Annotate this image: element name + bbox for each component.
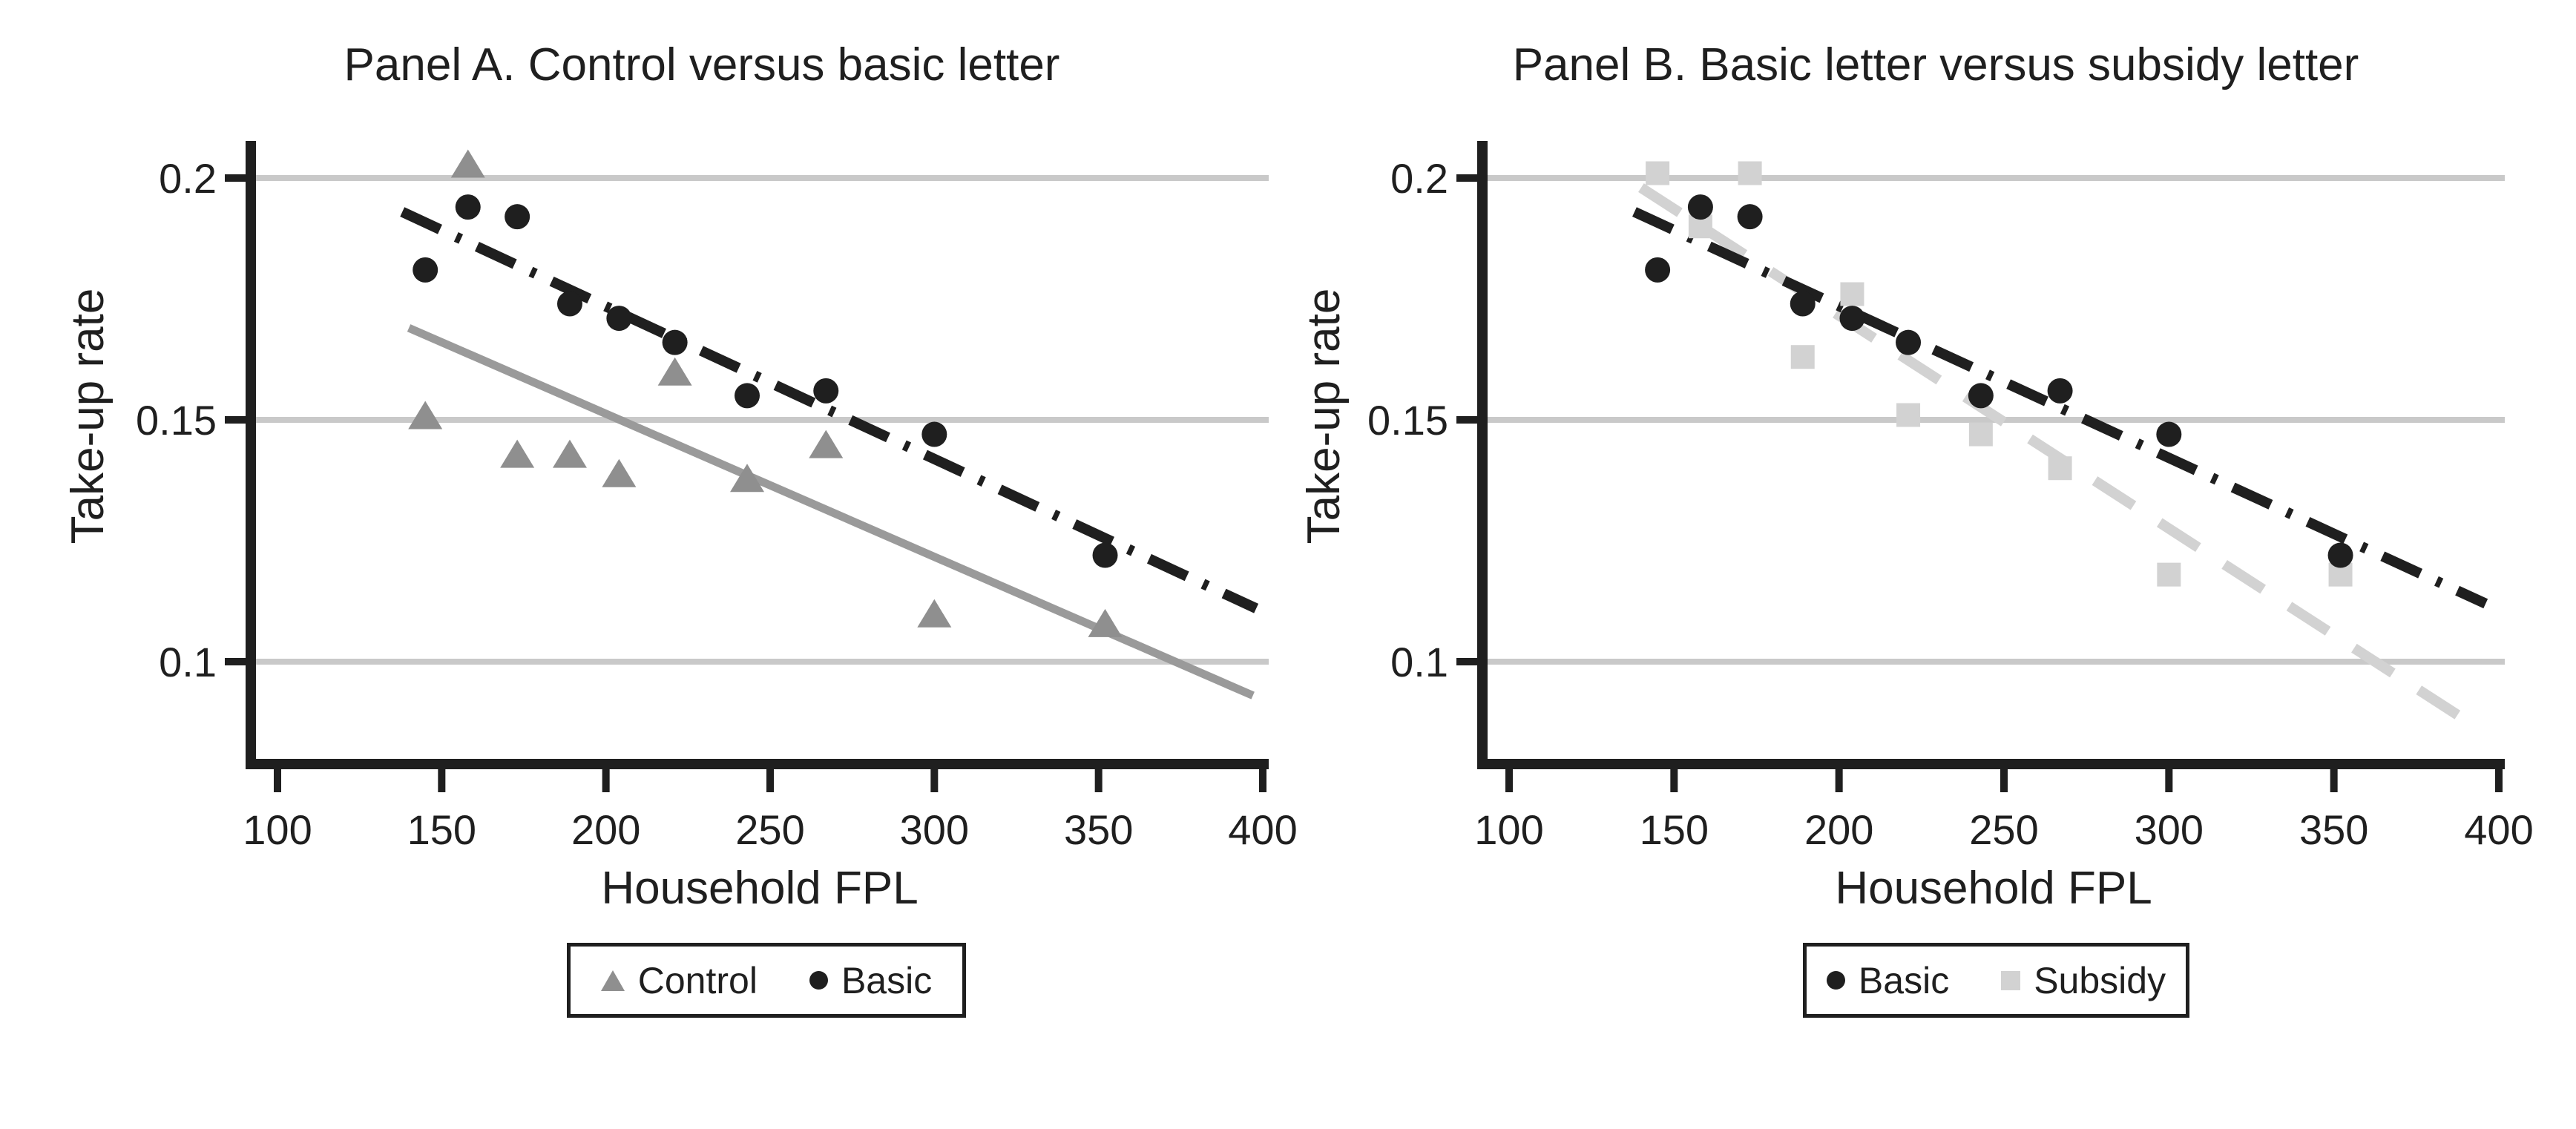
y-tick-label: 0.15: [1367, 397, 1448, 444]
basic-fit-line: [1632, 207, 2488, 609]
x-tick-label: 200: [1804, 806, 1873, 853]
panel-b-title: Panel B. Basic letter versus subsidy let…: [1512, 39, 2359, 90]
legend-item-basic: Basic: [809, 959, 932, 1002]
legend-item-control: Control: [600, 959, 758, 1002]
control-marker: [730, 464, 765, 493]
panel-a-legend: Control Basic: [567, 943, 966, 1018]
y-tick-label: 0.1: [1390, 639, 1448, 685]
control-marker: [602, 458, 637, 487]
panel-a-x-axis-label: Household FPL: [601, 863, 919, 914]
x-tick-label: 100: [1474, 806, 1543, 853]
basic-marker: [813, 378, 839, 404]
subsidy-marker: [1968, 422, 1993, 447]
legend-label: Subsidy: [2034, 959, 2166, 1001]
triangle-marker-icon: [600, 970, 625, 991]
legend-label: Basic: [1858, 959, 1950, 1001]
x-tick-label: 250: [1969, 806, 2038, 853]
legend-item-basic: Basic: [1826, 959, 1950, 1002]
legend-item-subsidy: Subsidy: [2001, 959, 2166, 1002]
subsidy-marker: [1840, 282, 1864, 306]
basic-marker: [505, 204, 530, 230]
x-tick-label: 400: [1228, 806, 1297, 853]
x-tick-label: 150: [407, 806, 476, 853]
x-tick-label: 150: [1640, 806, 1709, 853]
legend-label: Control: [637, 959, 758, 1001]
subsidy-marker: [1738, 161, 1762, 185]
control-marker: [1088, 608, 1123, 637]
control-marker: [450, 149, 485, 178]
control-marker: [809, 429, 844, 458]
subsidy-marker: [1790, 345, 1815, 369]
basic-marker: [1092, 542, 1118, 568]
basic-marker: [413, 257, 438, 283]
basic-fit-line: [400, 207, 1259, 613]
control-marker: [552, 439, 587, 468]
subsidy-fit-line: [1638, 183, 2476, 729]
y-tick-label: 0.1: [159, 639, 217, 685]
basic-marker: [921, 421, 947, 447]
y-tick-label: 0.2: [159, 155, 217, 202]
basic-marker: [1687, 194, 1713, 220]
subsidy-marker: [2157, 562, 2181, 587]
basic-marker: [2156, 421, 2182, 447]
panel-a-y-axis-label: Take-up rate: [62, 288, 114, 544]
basic-marker: [1968, 383, 1994, 409]
circle-marker-icon: [1826, 971, 1845, 990]
subsidy-marker: [1896, 403, 1921, 427]
basic-marker: [1896, 329, 1922, 355]
control-marker: [408, 401, 443, 429]
legend-label: Basic: [841, 959, 933, 1001]
x-tick-label: 300: [900, 806, 969, 853]
circle-marker-icon: [809, 971, 828, 990]
basic-marker: [1645, 257, 1671, 283]
panel-b-y-axis-label: Take-up rate: [1298, 288, 1350, 544]
subsidy-marker: [2048, 456, 2072, 481]
x-tick-label: 250: [735, 806, 804, 853]
y-tick-label: 0.15: [136, 397, 217, 444]
basic-marker: [556, 291, 582, 317]
x-tick-label: 100: [243, 806, 312, 853]
basic-marker: [1790, 291, 1816, 317]
panel-b-legend: Basic Subsidy: [1803, 943, 2189, 1018]
control-marker: [657, 357, 692, 386]
basic-marker: [662, 329, 688, 355]
basic-marker: [455, 194, 481, 220]
subsidy-marker: [1646, 161, 1670, 185]
panel-b-x-axis-label: Household FPL: [1835, 863, 2152, 914]
basic-marker: [1737, 204, 1763, 230]
control-marker: [917, 599, 952, 628]
y-tick-label: 0.2: [1390, 155, 1448, 202]
basic-marker: [1839, 306, 1865, 332]
basic-marker: [2327, 542, 2353, 568]
x-tick-label: 300: [2135, 806, 2204, 853]
x-tick-label: 350: [2299, 806, 2368, 853]
x-tick-label: 200: [571, 806, 640, 853]
square-marker-icon: [2001, 970, 2021, 990]
x-tick-label: 400: [2464, 806, 2533, 853]
basic-marker: [2047, 378, 2073, 404]
panel-a-title: Panel A. Control versus basic letter: [344, 39, 1060, 90]
basic-marker: [735, 383, 760, 409]
basic-marker: [606, 306, 632, 332]
control-marker: [500, 439, 535, 468]
x-tick-label: 350: [1064, 806, 1133, 853]
